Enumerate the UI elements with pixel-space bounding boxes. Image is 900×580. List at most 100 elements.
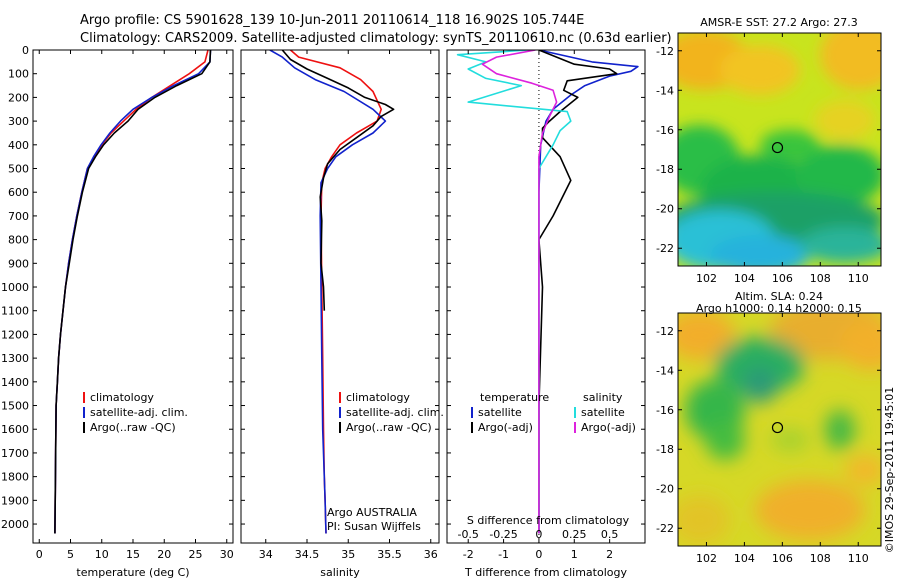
map-ytick-label: -12 (656, 45, 674, 58)
sst-map-panel: AMSR-E SST: 27.2 Argo: 27.3 102 104 106 108… (656, 16, 882, 285)
depth-tick-label: 1400 (1, 376, 29, 389)
difference-xtick-label: -1 (498, 548, 509, 561)
depth-tick-label: 400 (8, 139, 29, 152)
temperature-xtick-label: 10 (95, 548, 109, 561)
legend-label: Argo(..raw -QC) (346, 421, 432, 434)
depth-tick-label: 300 (8, 115, 29, 128)
depth-tick-label: 2000 (1, 518, 29, 531)
difference-xtick-label: 0 (535, 548, 542, 561)
legend-group-title: salinity (583, 391, 623, 404)
temperature-xtick-label: 30 (220, 548, 234, 561)
legend-label: Argo(-adj) (478, 421, 533, 434)
map-ytick-label: -14 (656, 84, 674, 97)
sst-map-argo-marker (771, 141, 784, 154)
sla-map-field (678, 313, 881, 546)
temperature-xtick-label: 15 (126, 548, 140, 561)
difference-secondary-xtick-label: -0.5 (457, 528, 478, 541)
difference-xtick-label: -2 (463, 548, 474, 561)
depth-tick-label: 1200 (1, 328, 29, 341)
sla-map-title: Altim. SLA: 0.24 (735, 290, 823, 303)
map-xtick-label: 108 (810, 272, 831, 285)
temperature-xtick-label: 25 (189, 548, 203, 561)
difference-panel: -2 -1 0 1 2 T difference from climatology -0.5… (446, 49, 646, 579)
depth-tick-label: 700 (8, 210, 29, 223)
legend-label: satellite (478, 406, 522, 419)
salinity-frame (240, 49, 440, 544)
difference-x-axis-label: T difference from climatology (464, 566, 627, 579)
map-xtick-label: 110 (848, 552, 869, 565)
map-ytick-label: -20 (656, 203, 674, 216)
difference-secondary-x-axis-label: S difference from climatology (467, 514, 630, 527)
legend-group-title: temperature (480, 391, 549, 404)
difference-series-3-line (481, 50, 558, 534)
salinity-xtick-label: 36 (424, 548, 438, 561)
sla-map-axes: 102 104 106 108 110 -12 -14 -16 -18 -20 -22 (656, 313, 881, 565)
depth-tick-label: 1800 (1, 471, 29, 484)
map-ytick-label: -20 (656, 483, 674, 496)
legend-label: climatology (346, 391, 410, 404)
temperature-frame (32, 49, 234, 544)
salinity-xtick-label: 35.5 (377, 548, 402, 561)
header-line-1: Argo profile: CS 5901628_139 10-Jun-2011… (80, 13, 584, 28)
temperature-series-2-line (54, 50, 212, 534)
temperature-xtick-label: 5 (67, 548, 74, 561)
difference-secondary-xtick-label: 0.5 (601, 528, 619, 541)
temperature-series-group (54, 50, 212, 534)
depth-tick-label: 200 (8, 91, 29, 104)
map-xtick-label: 106 (772, 552, 793, 565)
difference-secondary-xtick-label: 0 (535, 528, 542, 541)
depth-tick-label: 0 (22, 44, 29, 57)
temperature-x-axis-label: temperature (deg C) (76, 566, 189, 579)
depth-tick-label: 900 (8, 257, 29, 270)
salinity-series-group (269, 50, 395, 534)
salinity-annotation: PI: Susan Wijffels (327, 520, 421, 533)
map-xtick-label: 102 (696, 552, 717, 565)
sst-map-field (678, 33, 881, 266)
map-ytick-label: -18 (656, 163, 674, 176)
difference-frame (446, 49, 646, 544)
sla-map-panel: Altim. SLA: 0.24 Argo h1000: 0.14 h2000:… (656, 290, 882, 565)
salinity-series-2-line (281, 50, 395, 311)
depth-tick-label: 100 (8, 68, 29, 81)
map-xtick-label: 110 (848, 272, 869, 285)
salinity-x-axis-label: salinity (320, 566, 360, 579)
salinity-xtick-label: 34 (259, 548, 273, 561)
depth-tick-label: 800 (8, 234, 29, 247)
map-ytick-label: -12 (656, 325, 674, 338)
legend-label: satellite (581, 406, 625, 419)
legend-label: Argo(..raw -QC) (90, 421, 176, 434)
sst-map-frame (677, 32, 882, 267)
sla-map-subtitle: Argo h1000: 0.14 h2000: 0.15 (696, 302, 862, 315)
legend-label: satellite-adj. clim. (346, 406, 444, 419)
depth-tick-label: 600 (8, 186, 29, 199)
map-ytick-label: -16 (656, 124, 674, 137)
temperature-panel: 0 5 10 15 20 25 300100200300400500600700800900… (1, 44, 234, 579)
temperature-xtick-label: 0 (36, 548, 43, 561)
map-xtick-label: 108 (810, 552, 831, 565)
map-xtick-label: 102 (696, 272, 717, 285)
depth-tick-label: 1600 (1, 423, 29, 436)
difference-secondary-xtick-label: 0.25 (562, 528, 587, 541)
salinity-xtick-label: 34.5 (295, 548, 320, 561)
salinity-xtick-label: 35 (341, 548, 355, 561)
map-xtick-label: 106 (772, 272, 793, 285)
temperature-series-0-line (54, 50, 209, 534)
difference-series-2-line (456, 50, 572, 534)
difference-secondary-xtick-label: -0.25 (489, 528, 517, 541)
difference-series-1-line (538, 50, 618, 534)
map-ytick-label: -22 (656, 242, 674, 255)
map-ytick-label: -16 (656, 404, 674, 417)
sla-map-argo-marker (771, 421, 784, 434)
map-ytick-label: -18 (656, 443, 674, 456)
salinity-annotation: Argo AUSTRALIA (327, 506, 417, 519)
header-line-2: Climatology: CARS2009. Satellite-adjuste… (80, 31, 672, 46)
map-xtick-label: 104 (734, 272, 755, 285)
temperature-xtick-label: 20 (157, 548, 171, 561)
temperature-series-1-line (54, 50, 212, 534)
map-ytick-label: -22 (656, 522, 674, 535)
depth-tick-label: 1100 (1, 305, 29, 318)
sst-map-title: AMSR-E SST: 27.2 Argo: 27.3 (700, 16, 858, 29)
legend-label: climatology (90, 391, 154, 404)
salinity-series-0-line (289, 50, 383, 534)
